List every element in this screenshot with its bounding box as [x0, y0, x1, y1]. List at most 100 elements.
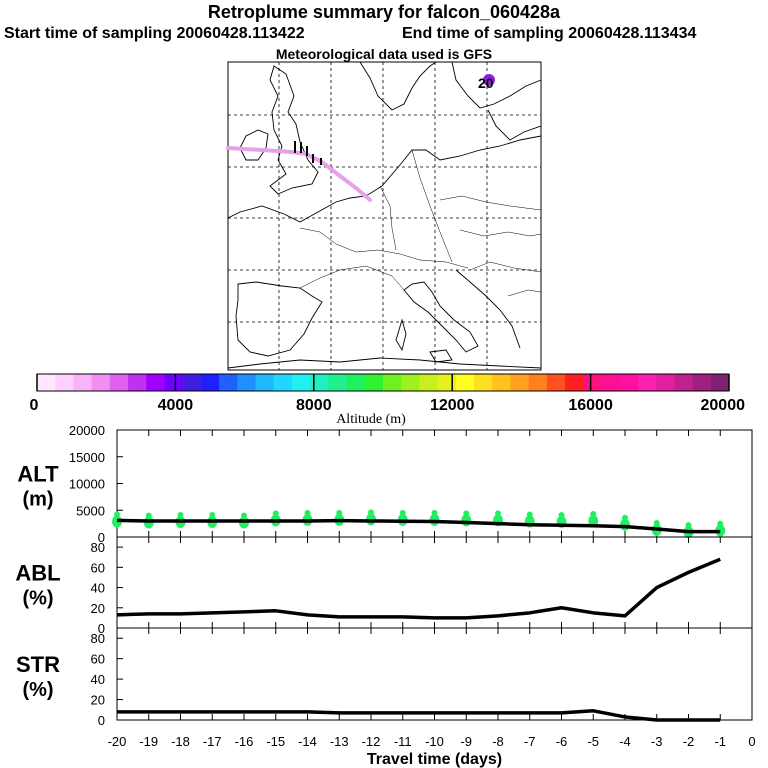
- colorbar-swatch: [128, 374, 147, 391]
- colorbar-swatch: [601, 374, 621, 391]
- colorbar-swatch: [219, 374, 238, 391]
- station-marker: [483, 74, 495, 86]
- colorbar-swatch: [109, 374, 129, 391]
- x-tick-label: 0: [748, 734, 755, 749]
- x-axis-label: Travel time (days): [367, 751, 502, 768]
- colorbar-tick-label: 0: [30, 397, 39, 414]
- colorbar-swatch: [492, 374, 511, 391]
- panel-abl: 0 20 40 60 80 ABL(%): [15, 536, 753, 636]
- colorbar-swatch: [637, 374, 657, 391]
- y-tick-label: 20: [91, 601, 105, 616]
- altitude-scatter-point: [590, 510, 597, 517]
- colorbar-swatch: [73, 374, 93, 391]
- panel-ylabel: ALT: [17, 462, 59, 487]
- x-tick-label: -9: [460, 734, 472, 749]
- altitude-scatter-point: [336, 509, 343, 516]
- x-tick-label: -17: [203, 734, 222, 749]
- colorbar-swatch: [291, 374, 311, 391]
- x-tick-label: -8: [492, 734, 504, 749]
- colorbar-swatch: [164, 374, 184, 391]
- altitude-scatter-point: [588, 514, 599, 527]
- altitude-scatter-point: [368, 509, 374, 516]
- altitude-scatter-point: [272, 510, 279, 517]
- colorbar-swatch: [364, 374, 384, 391]
- x-tick-label: -19: [139, 734, 158, 749]
- altitude-scatter-point: [526, 511, 533, 518]
- x-tick-label: -10: [425, 734, 444, 749]
- altitude-scatter-point: [558, 512, 565, 519]
- y-tick-label: 5000: [76, 503, 105, 518]
- series-line: [117, 709, 721, 722]
- y-tick-label: 15000: [69, 450, 105, 465]
- station-number-label: 20: [478, 75, 494, 91]
- altitude-scatter-point: [717, 520, 724, 527]
- altitude-scatter-point: [304, 509, 311, 516]
- x-tick-label: -15: [266, 734, 285, 749]
- panel-alt: 0 5000 10000 15000 20000 ALT(m): [17, 423, 753, 545]
- altitude-scatter-point: [685, 522, 692, 529]
- altitude-scatter-point: [209, 512, 216, 519]
- y-tick-label: 80: [91, 631, 105, 646]
- country-borders: [299, 149, 542, 297]
- y-tick-label: 60: [91, 652, 105, 667]
- colorbar-swatch: [310, 374, 329, 391]
- colorbar-swatch: [710, 374, 730, 391]
- y-tick-label: 80: [91, 540, 105, 555]
- colorbar-tick-label: 8000: [296, 397, 332, 414]
- y-tick-label: 40: [91, 581, 105, 596]
- colorbar-swatch: [346, 374, 366, 391]
- x-tick-label: -3: [651, 734, 663, 749]
- colorbar-tick-label: 4000: [158, 397, 194, 414]
- altitude-scatter-point: [653, 520, 660, 527]
- colorbar-swatch: [273, 374, 293, 391]
- colorbar-swatch: [565, 374, 584, 391]
- y-tick-label: 20000: [69, 423, 105, 438]
- colorbar-swatch: [328, 374, 348, 391]
- colorbar-swatch: [146, 374, 165, 391]
- colorbar-swatch: [37, 374, 56, 391]
- colorbar-swatch: [401, 374, 420, 391]
- altitude-colorbar: 0 4000 8000 12000 16000 20000: [30, 373, 745, 414]
- altitude-scatter-point: [463, 510, 470, 517]
- colorbar-swatch: [583, 374, 603, 391]
- colorbar-swatch: [182, 374, 202, 391]
- colorbar-swatch: [200, 374, 220, 391]
- y-tick-label: 0: [98, 530, 105, 545]
- colorbar-swatch: [383, 374, 402, 391]
- colorbar-swatch: [419, 374, 439, 391]
- series-line: [116, 557, 721, 620]
- y-tick-label: 20: [91, 693, 105, 708]
- colorbar-swatch: [474, 374, 493, 391]
- y-tick-label: 0: [98, 713, 105, 728]
- x-tick-label: -7: [524, 734, 536, 749]
- x-tick-label: -14: [298, 734, 317, 749]
- series-line: [116, 518, 721, 534]
- x-tick-label: -4: [619, 734, 631, 749]
- panel-ylabel: STR: [16, 652, 60, 677]
- altitude-scatter-point: [622, 514, 628, 521]
- y-tick-label: 0: [98, 621, 105, 636]
- europe-map: 20: [226, 61, 542, 371]
- colorbar-tick-label: 12000: [430, 397, 475, 414]
- y-tick-label: 60: [91, 560, 105, 575]
- colorbar-swatch: [55, 374, 74, 391]
- x-tick-label: -11: [394, 734, 412, 749]
- panel-ylabel-units: (m): [22, 489, 53, 511]
- x-tick-label: -1: [714, 734, 726, 749]
- colorbar-swatch: [437, 374, 457, 391]
- altitude-scatter-point: [145, 512, 152, 519]
- chart-title: Retroplume summary for falcon_060428a: [207, 2, 561, 22]
- x-tick-label: -12: [362, 734, 381, 749]
- colorbar-swatch: [510, 374, 530, 391]
- coastlines: [227, 61, 542, 369]
- panel-frame: [116, 627, 753, 721]
- x-tick-label: -5: [587, 734, 599, 749]
- map-gridlines: [228, 62, 541, 370]
- x-tick-label: -13: [330, 734, 349, 749]
- panel-ylabel: ABL: [15, 561, 60, 586]
- colorbar-swatch: [455, 374, 475, 391]
- panel-ylabel-units: (%): [22, 588, 53, 610]
- altitude-scatter-point: [241, 512, 247, 519]
